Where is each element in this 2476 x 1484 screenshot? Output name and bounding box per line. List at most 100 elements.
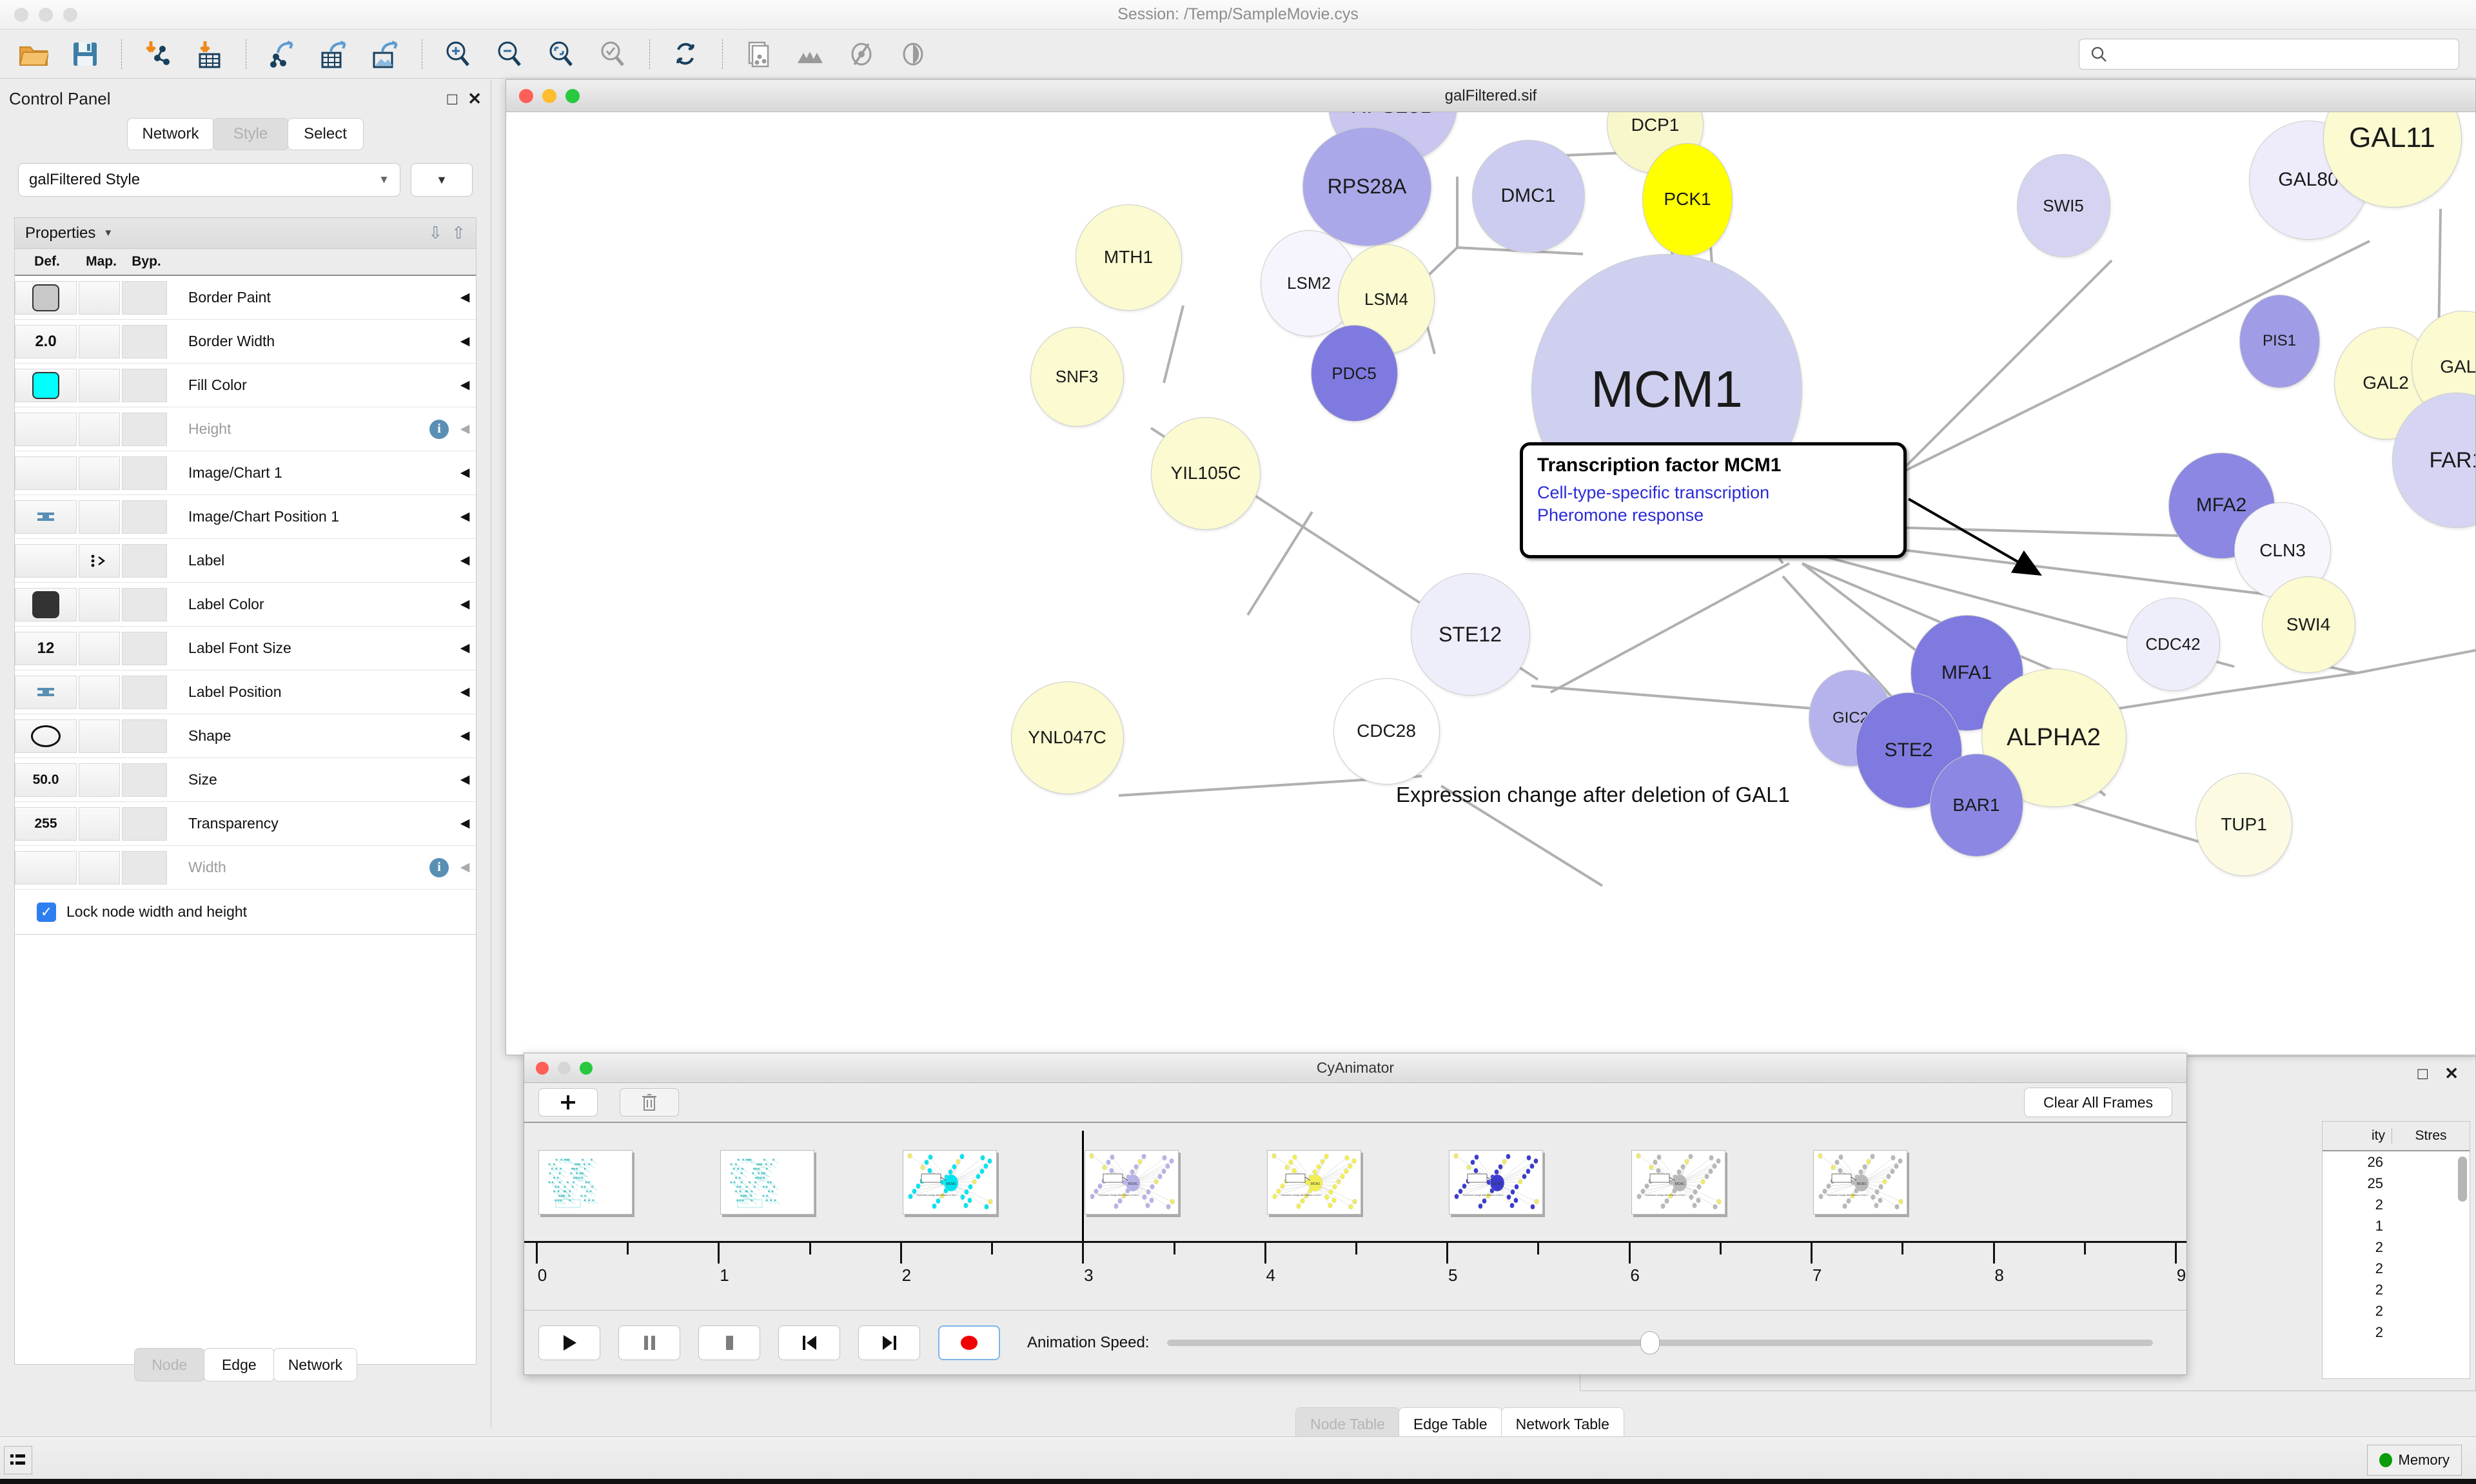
data-table[interactable]: ity Stres 26 25 2 1 2 2 2 2 2 (2322, 1121, 2470, 1379)
expand-arrow-icon[interactable]: ◀ (460, 291, 470, 304)
timeline-frame[interactable]: MCM1 Expression change after deletion of … (1085, 1150, 1179, 1215)
close-icon[interactable]: ✕ (2444, 1063, 2459, 1083)
mapping-cell[interactable] (79, 719, 120, 753)
zoom-selected-icon[interactable] (587, 35, 639, 73)
zoom-fit-icon[interactable] (536, 35, 587, 73)
color-swatch[interactable] (32, 284, 59, 311)
info-icon[interactable]: i (429, 857, 449, 877)
default-value-cell[interactable]: 255 (15, 806, 77, 841)
bypass-cell[interactable] (122, 587, 167, 621)
new-network-icon[interactable] (733, 35, 785, 73)
property-row[interactable]: Label Position ◀ (15, 670, 476, 714)
timeline-frame[interactable] (720, 1150, 815, 1215)
skip-start-button[interactable] (778, 1325, 840, 1360)
maximize-dot[interactable] (63, 8, 77, 22)
mapping-cell[interactable] (79, 280, 120, 315)
network-edge[interactable] (1440, 785, 1604, 887)
table-row[interactable]: 2 (2323, 1236, 2470, 1258)
mapping-cell[interactable] (79, 631, 120, 665)
mapping-cell[interactable] (79, 412, 120, 446)
save-icon[interactable] (59, 35, 111, 73)
maximize-icon[interactable]: □ (447, 88, 458, 108)
network-node[interactable]: RPS28A (1302, 126, 1431, 246)
network-node[interactable]: YIL105C (1151, 416, 1261, 530)
timeline-frame[interactable]: MCM1 Expression change after deletion of … (1449, 1150, 1544, 1215)
default-value-cell[interactable]: 12 (15, 631, 77, 665)
timeline-playhead[interactable] (1082, 1131, 1085, 1247)
play-button[interactable] (538, 1325, 600, 1360)
default-value-cell[interactable] (15, 543, 77, 578)
mapping-cell[interactable] (79, 456, 120, 490)
network-node[interactable]: BAR1 (1929, 754, 2023, 857)
expand-arrow-icon[interactable]: ◀ (460, 466, 470, 480)
default-value-cell[interactable] (15, 368, 77, 402)
bypass-cell[interactable] (122, 456, 167, 490)
bypass-cell[interactable] (122, 763, 167, 797)
network-edge[interactable] (2221, 672, 2357, 694)
network-node[interactable]: PIS1 (2239, 294, 2320, 388)
annotation-box[interactable]: Transcription factor MCM1 Cell-type-spec… (1520, 442, 1907, 558)
table-row[interactable]: 2 (2323, 1322, 2470, 1343)
network-edge[interactable] (1550, 562, 1790, 694)
property-row[interactable]: Label ◀ (15, 539, 476, 583)
network-edge[interactable] (2327, 665, 2357, 674)
slider-knob[interactable] (1640, 1331, 1660, 1354)
default-value-cell[interactable] (15, 280, 77, 315)
expand-arrow-icon[interactable]: ◀ (460, 335, 470, 348)
network-node[interactable]: PCK1 (1642, 142, 1733, 256)
default-value-cell[interactable]: 50.0 (15, 763, 77, 797)
default-value-cell[interactable] (15, 850, 77, 884)
network-edge[interactable] (1163, 305, 1184, 384)
table-row[interactable]: 2 (2323, 1194, 2470, 1215)
minimize-dot[interactable] (542, 88, 556, 103)
mapping-cell[interactable] (79, 368, 120, 402)
column-header-ity[interactable]: ity (2323, 1128, 2392, 1144)
table-row[interactable]: 2 (2323, 1258, 2470, 1279)
animation-timeline[interactable]: MCM1 Expression change after deletion of … (524, 1123, 2186, 1291)
tab-network-style[interactable]: Network (273, 1348, 358, 1381)
close-icon[interactable]: ✕ (467, 88, 482, 108)
network-node[interactable]: TUP1 (2196, 773, 2292, 876)
lock-checkbox[interactable]: ✓ (37, 902, 56, 922)
default-value-cell[interactable] (15, 587, 77, 621)
tab-network[interactable]: Network (127, 118, 214, 150)
property-row[interactable]: Border Paint ◀ (15, 276, 476, 320)
memory-status-button[interactable]: Memory (2366, 1445, 2462, 1476)
caret-down-icon[interactable]: ▼ (103, 228, 113, 239)
collapse-all-icon[interactable]: ⇧ (451, 223, 466, 242)
default-value-cell[interactable] (15, 500, 77, 534)
network-node[interactable]: MTH1 (1075, 204, 1182, 311)
expand-arrow-icon[interactable]: ◀ (460, 861, 470, 874)
table-row[interactable]: 1 (2323, 1215, 2470, 1236)
info-icon[interactable]: i (429, 419, 449, 439)
property-row[interactable]: Fill Color ◀ (15, 364, 476, 407)
network-node[interactable]: YNL047C (1010, 681, 1124, 794)
bypass-cell[interactable] (122, 675, 167, 709)
table-row[interactable]: 2 (2323, 1279, 2470, 1300)
export-image-icon[interactable] (360, 35, 411, 73)
mapping-cell[interactable] (79, 806, 120, 841)
color-swatch[interactable] (32, 591, 59, 618)
property-row[interactable]: Height i ◀ (15, 407, 476, 451)
default-value-cell[interactable] (15, 719, 77, 753)
default-value-cell[interactable] (15, 456, 77, 490)
expand-arrow-icon[interactable]: ◀ (460, 641, 470, 655)
search-input[interactable] (2079, 39, 2459, 70)
mapping-cell[interactable] (79, 850, 120, 884)
expand-arrow-icon[interactable]: ◀ (460, 510, 470, 523)
layout-icon[interactable] (785, 35, 836, 73)
skip-end-button[interactable] (858, 1325, 920, 1360)
network-node[interactable]: CLN3 (2234, 502, 2331, 599)
add-frame-button[interactable] (538, 1088, 598, 1117)
animation-speed-slider[interactable] (1167, 1331, 2153, 1354)
timeline-frame[interactable] (538, 1150, 633, 1215)
expand-arrow-icon[interactable]: ◀ (460, 773, 470, 786)
default-value-cell[interactable] (15, 412, 77, 446)
property-row[interactable]: Width i ◀ (15, 846, 476, 890)
network-node[interactable]: SNF3 (1030, 326, 1124, 427)
bypass-cell[interactable] (122, 850, 167, 884)
open-folder-icon[interactable] (8, 35, 59, 73)
property-row[interactable]: Image/Chart 1 ◀ (15, 451, 476, 495)
maximize-icon[interactable]: □ (2417, 1063, 2428, 1083)
expand-arrow-icon[interactable]: ◀ (460, 685, 470, 699)
